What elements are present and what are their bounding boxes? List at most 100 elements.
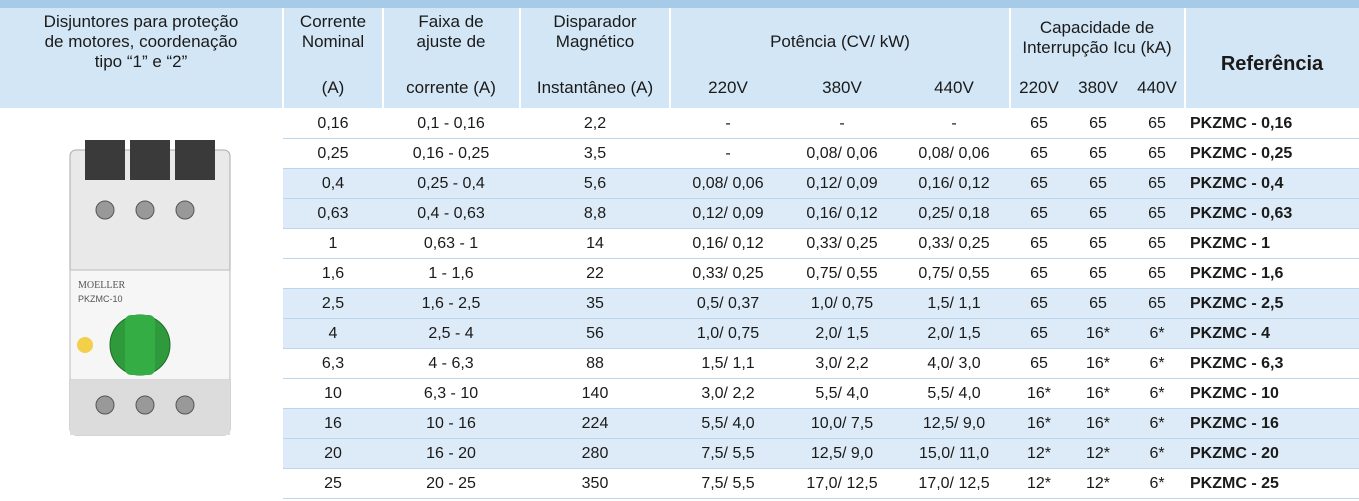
- table-cell: 5,5/ 4,0: [701, 409, 754, 439]
- table-cell: 5,5/ 4,0: [815, 379, 868, 409]
- header-text: Faixa de: [418, 12, 483, 32]
- table-cell: 16*: [1027, 409, 1051, 439]
- table-cell: 65: [1089, 199, 1107, 229]
- table-cell: 0,75/ 0,55: [806, 259, 877, 289]
- table-cell: 16*: [1086, 319, 1110, 349]
- table-cell: 0,33/ 0,25: [918, 229, 989, 259]
- reference-cell: PKZMC - 25: [1190, 469, 1279, 499]
- brand: MOELLER: [78, 280, 126, 291]
- separator: [382, 8, 384, 108]
- table-cell: 0,12/ 0,09: [806, 169, 877, 199]
- table-cell: 12*: [1086, 469, 1110, 499]
- table-cell: 6,3 - 10: [424, 379, 478, 409]
- table-cell: 5,6: [584, 169, 606, 199]
- table-cell: 0,1 - 0,16: [417, 109, 485, 139]
- table-cell: 2,0/ 1,5: [815, 319, 868, 349]
- header-text: Magnético: [556, 32, 634, 52]
- reference-cell: PKZMC - 0,63: [1190, 199, 1292, 229]
- reference-cell: PKZMC - 2,5: [1190, 289, 1283, 319]
- table-cell: 65: [1030, 169, 1048, 199]
- table-cell: 65: [1030, 259, 1048, 289]
- table-cell: 65: [1030, 109, 1048, 139]
- table-cell: 65: [1030, 289, 1048, 319]
- table-cell: 12*: [1027, 439, 1051, 469]
- header-text: Disparador: [553, 12, 636, 32]
- table-cell: 7,5/ 5,5: [701, 469, 754, 499]
- table-cell: 1,5/ 1,1: [701, 349, 754, 379]
- table-cell: 10 - 16: [426, 409, 476, 439]
- page: Disjuntores para proteção de motores, co…: [0, 0, 1359, 501]
- header-text: de motores, coordenação: [45, 32, 238, 52]
- table-cell: 16*: [1086, 379, 1110, 409]
- table-cell: 3,0/ 2,2: [815, 349, 868, 379]
- header-text: tipo “1” e “2”: [95, 52, 188, 72]
- separator: [669, 8, 671, 108]
- table-cell: 5,5/ 4,0: [927, 379, 980, 409]
- table-cell: 16: [324, 409, 342, 439]
- table-cell: 65: [1089, 109, 1107, 139]
- table-cell: -: [951, 109, 956, 139]
- table-cell: 65: [1148, 199, 1166, 229]
- header-text: 380V: [822, 78, 862, 98]
- table-cell: 140: [582, 379, 609, 409]
- separator: [519, 8, 521, 108]
- table-cell: 65: [1148, 289, 1166, 319]
- reference-cell: PKZMC - 20: [1190, 439, 1279, 469]
- table-cell: 4: [329, 319, 338, 349]
- table-cell: 0,25/ 0,18: [918, 199, 989, 229]
- table-cell: 1,6: [322, 259, 344, 289]
- table-cell: 10,0/ 7,5: [811, 409, 873, 439]
- header-text: corrente (A): [406, 78, 496, 98]
- reference-cell: PKZMC - 10: [1190, 379, 1279, 409]
- table-cell: 25: [324, 469, 342, 499]
- separator: [1184, 8, 1186, 108]
- table-cell: 16*: [1027, 379, 1051, 409]
- table-cell: 6,3: [322, 349, 344, 379]
- reference-cell: PKZMC - 1: [1190, 229, 1270, 259]
- header-text: ajuste de: [417, 32, 486, 52]
- table-cell: 56: [586, 319, 604, 349]
- table-cell: 6*: [1149, 409, 1164, 439]
- table-cell: 65: [1089, 169, 1107, 199]
- table-cell: 8,8: [584, 199, 606, 229]
- table-cell: -: [725, 109, 730, 139]
- table-cell: 6*: [1149, 319, 1164, 349]
- table-cell: 1: [329, 229, 338, 259]
- table-cell: 0,16/ 0,12: [692, 229, 763, 259]
- header-text: Potência (CV/ kW): [770, 32, 910, 52]
- reference-cell: PKZMC - 16: [1190, 409, 1279, 439]
- table-cell: 0,5/ 0,37: [697, 289, 759, 319]
- table-cell: 1,6 - 2,5: [422, 289, 481, 319]
- table-cell: 0,16/ 0,12: [918, 169, 989, 199]
- separator: [1009, 8, 1011, 108]
- table-cell: 65: [1089, 259, 1107, 289]
- table-cell: 17,0/ 12,5: [806, 469, 877, 499]
- table-cell: 0,63 - 1: [424, 229, 478, 259]
- table-cell: 0,08/ 0,06: [918, 139, 989, 169]
- table-cell: 65: [1030, 319, 1048, 349]
- table-cell: 0,25 - 0,4: [417, 169, 485, 199]
- table-cell: 1,0/ 0,75: [811, 289, 873, 319]
- table-cell: 88: [586, 349, 604, 379]
- header-text: 440V: [1137, 78, 1177, 98]
- device-image: MOELLER PKZMC-10: [30, 130, 270, 450]
- table-cell: 224: [582, 409, 609, 439]
- table-cell: 0,16 - 0,25: [413, 139, 490, 169]
- table-cell: 16*: [1086, 349, 1110, 379]
- header-text: Capacidade de: [1040, 18, 1154, 38]
- table-cell: 6*: [1149, 469, 1164, 499]
- table-cell: 22: [586, 259, 604, 289]
- table-cell: 3,0/ 2,2: [701, 379, 754, 409]
- header-text: 220V: [708, 78, 748, 98]
- header-text: Instantâneo (A): [537, 78, 653, 98]
- header-text: Disjuntores para proteção: [44, 12, 239, 32]
- table-cell: 2,5: [322, 289, 344, 319]
- table-cell: -: [725, 139, 730, 169]
- header-text: 220V: [1019, 78, 1059, 98]
- table-cell: 12*: [1027, 469, 1051, 499]
- table-cell: 65: [1030, 349, 1048, 379]
- top-band: [0, 0, 1359, 8]
- table-cell: 14: [586, 229, 604, 259]
- table-cell: 35: [586, 289, 604, 319]
- table-cell: 0,16/ 0,12: [806, 199, 877, 229]
